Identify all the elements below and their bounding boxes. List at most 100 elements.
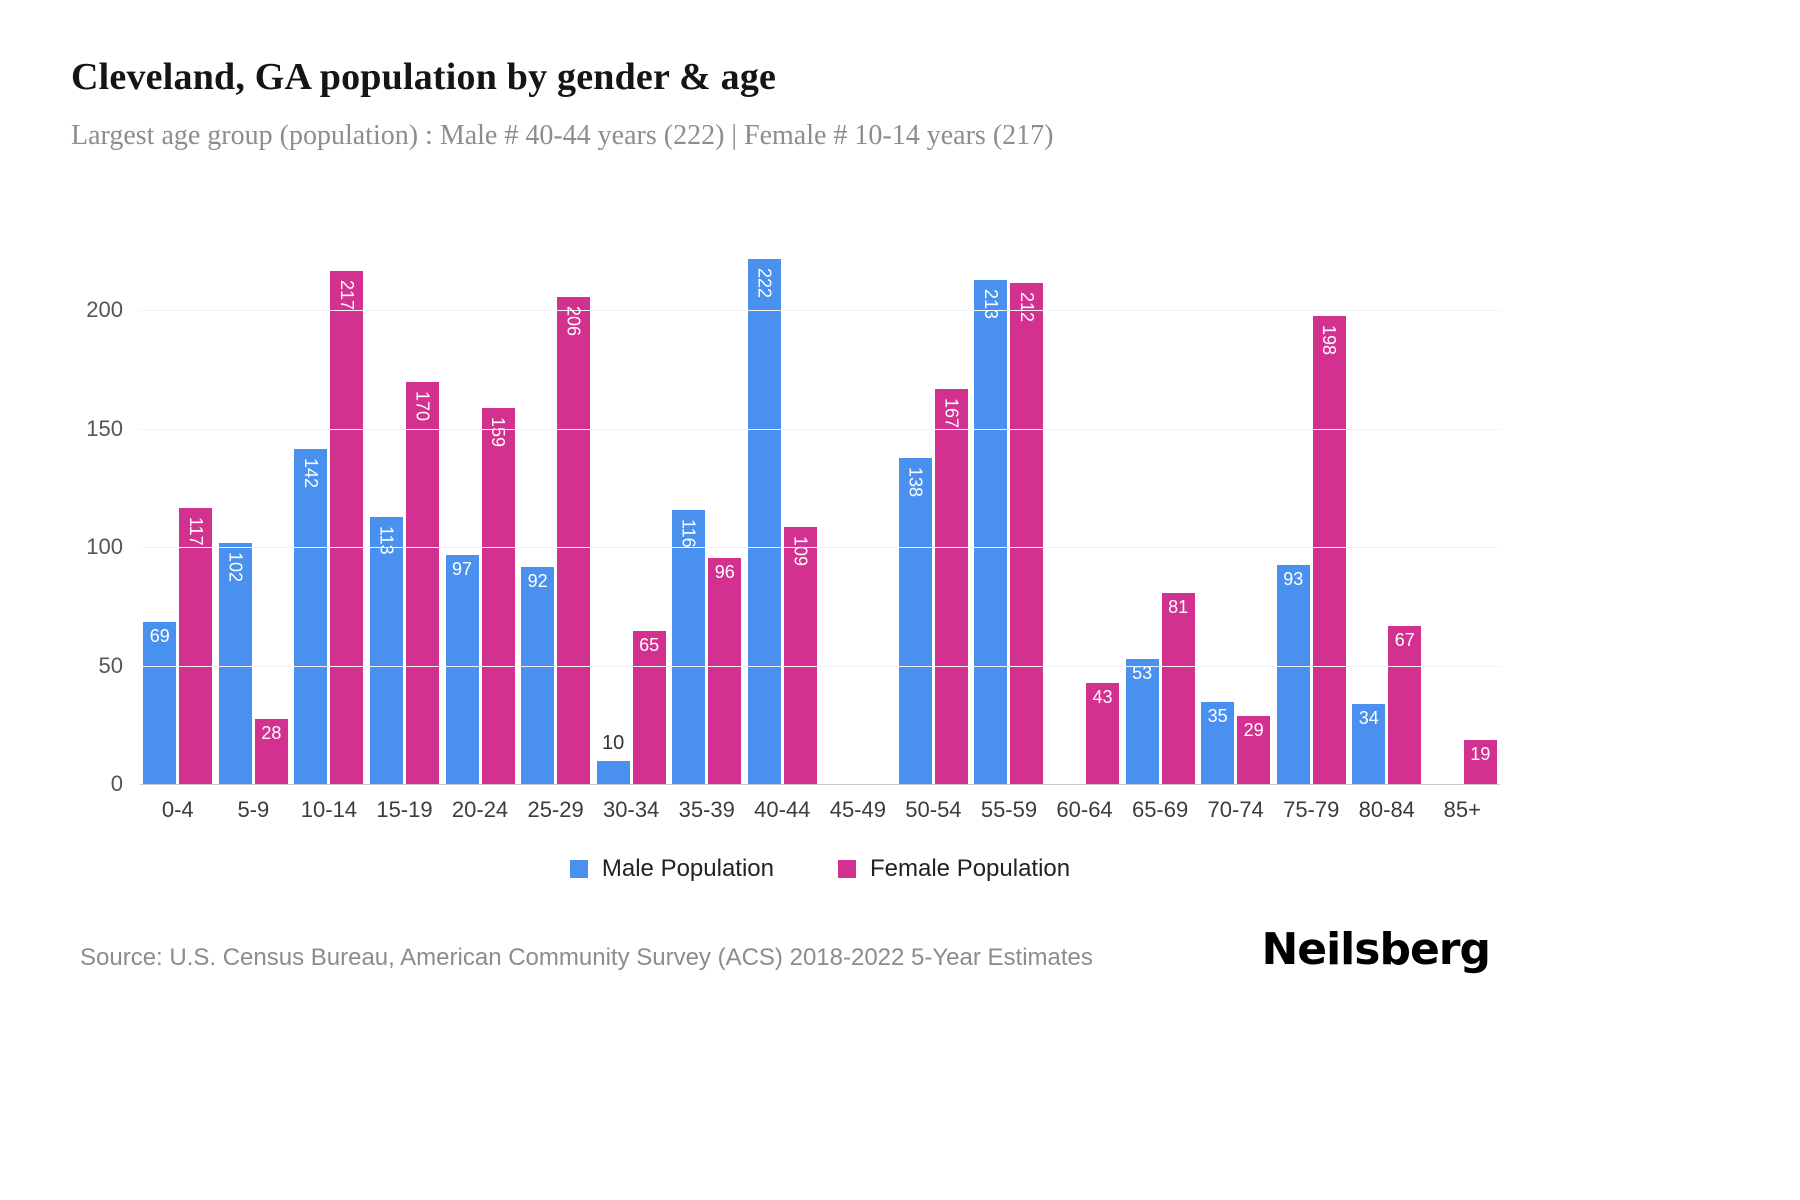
bar-male-10-14[interactable]: 142 (294, 448, 328, 785)
bar-male-35-39[interactable]: 116 (672, 510, 706, 785)
bar-value-label: 167 (941, 398, 962, 429)
bar-female-85+[interactable]: 19 (1463, 739, 1497, 785)
bar-male-20-24[interactable]: 97 (445, 555, 479, 785)
bar-group-50-54: 138 167 (896, 240, 972, 785)
bar-female-0-4[interactable]: 117 (179, 507, 213, 785)
bar-group-15-19: 113 170 (367, 240, 443, 785)
x-axis-label: 20-24 (451, 797, 509, 822)
bar-female-30-34[interactable]: 65 (632, 630, 666, 785)
bar-value-label: 92 (527, 571, 548, 591)
bar-group-20-24: 97 159 (442, 240, 518, 785)
bar-value-label: 43 (1092, 687, 1113, 708)
bar-female-5-9[interactable]: 28 (254, 718, 288, 785)
x-axis-label: 75-79 (1283, 797, 1340, 822)
bar-value-label: 97 (452, 559, 473, 580)
bar-group-65-69: 53 81 (1122, 240, 1198, 785)
bar-value-label: 69 (149, 625, 170, 646)
x-axis-label: 40-44 (754, 797, 811, 822)
bar-male-0-4[interactable]: 69 (143, 621, 177, 785)
bar-female-25-29[interactable]: 206 (557, 296, 591, 785)
bar-female-15-19[interactable]: 170 (405, 382, 439, 785)
bar-value-label: 67 (1394, 630, 1415, 651)
bar-male-65-69[interactable]: 53 (1125, 659, 1159, 785)
bar-male-15-19[interactable]: 113 (369, 517, 403, 785)
legend-item-male[interactable]: Male Population (569, 855, 774, 883)
bar-female-60-64[interactable]: 43 (1086, 683, 1120, 785)
x-axis-label: 30-34 (603, 797, 660, 822)
gridline (140, 428, 1500, 430)
bar-group-25-29: 92 206 (518, 240, 594, 785)
bar-group-80-84: 34 67 (1349, 240, 1425, 785)
x-axis-label: 25-29 (527, 797, 584, 822)
y-axis-tick-label: 150 (86, 415, 123, 441)
bar-value-label: 19 (1470, 743, 1491, 764)
plot-area: 69 117 102 28 142 217 113 170 97 159 92 206 10 65 116 9… (86, 240, 1500, 822)
gridline (140, 665, 1500, 667)
bar-group-60-64: 43 (1047, 240, 1123, 785)
bar-value-label: 217 (336, 279, 357, 310)
bar-female-35-39[interactable]: 96 (708, 557, 742, 785)
source-attribution: Source: U.S. Census Bureau, American Com… (80, 944, 1093, 971)
x-axis-label: 60-64 (1056, 797, 1113, 822)
male-legend-swatch-icon (569, 860, 588, 878)
bar-female-80-84[interactable]: 67 (1388, 626, 1422, 785)
bar-group-40-44: 222 109 (745, 240, 821, 785)
bar-female-70-74[interactable]: 29 (1237, 716, 1271, 785)
x-axis-label: 85+ (1443, 797, 1481, 822)
bar-value-label: 102 (225, 552, 246, 583)
legend-item-female[interactable]: Female Population (838, 855, 1070, 883)
bar-male-30-34[interactable]: 10 (596, 733, 630, 785)
bar-male-80-84[interactable]: 34 (1352, 704, 1386, 785)
bar-value-label: 109 (790, 535, 811, 566)
legend-label-male: Male Population (601, 855, 774, 882)
bar-value-label: 212 (1016, 291, 1037, 322)
female-legend-swatch-icon (838, 860, 856, 878)
gridline (140, 547, 1500, 549)
y-axis-tick-label: 0 (110, 771, 123, 796)
x-axis-label: 65-69 (1131, 797, 1189, 822)
bar-female-50-54[interactable]: 167 (934, 389, 968, 785)
bar-value-label: 35 (1207, 706, 1228, 727)
bar-male-25-29[interactable]: 92 (521, 567, 555, 785)
bar-value-label: 117 (185, 516, 206, 546)
bar-value-label: 198 (1319, 324, 1340, 355)
bar-value-label: 142 (300, 457, 321, 488)
chart-legend: Male Population Female Population (140, 855, 1500, 883)
bar-male-55-59[interactable]: 213 (974, 280, 1008, 785)
bar-female-20-24[interactable]: 159 (481, 408, 515, 785)
y-axis-tick-label: 100 (86, 534, 123, 560)
bar-female-10-14[interactable]: 217 (330, 270, 364, 785)
gridline (140, 310, 1500, 312)
bar-value-label: 96 (714, 561, 735, 582)
brand-logo: Neilsberg (1261, 924, 1491, 975)
page-title: Cleveland, GA population by gender & age (71, 56, 777, 98)
bar-group-30-34: 10 65 (593, 240, 669, 785)
bar-female-65-69[interactable]: 81 (1161, 593, 1195, 785)
bar-male-50-54[interactable]: 138 (898, 458, 932, 785)
bar-group-35-39: 116 96 (669, 240, 745, 785)
bar-male-70-74[interactable]: 35 (1201, 702, 1235, 785)
bar-male-5-9[interactable]: 102 (218, 543, 252, 785)
y-axis-tick-label: 50 (98, 652, 123, 678)
bar-value-label: 170 (412, 391, 433, 422)
bar-female-55-59[interactable]: 212 (1010, 282, 1044, 785)
x-axis-label: 80-84 (1358, 797, 1415, 822)
bar-female-75-79[interactable]: 198 (1312, 315, 1346, 785)
bar-male-75-79[interactable]: 93 (1276, 564, 1310, 785)
x-axis-label: 10-14 (300, 797, 358, 822)
bar-value-label: 116 (678, 519, 699, 548)
bar-value-label: 65 (639, 634, 660, 655)
bar-male-40-44[interactable]: 222 (747, 258, 781, 785)
x-axis-label: 5-9 (237, 797, 270, 822)
bar-value-label: 34 (1358, 708, 1379, 729)
bar-groups: 69 117 102 28 142 217 113 170 97 159 92 206 10 65 116 9… (140, 240, 1500, 785)
x-axis-labels: 0-4 5-9 10-14 15-19 20-24 25-29 30-34 35-39 40-4… (140, 785, 1500, 823)
x-axis-line (140, 784, 1500, 785)
bar-group-55-59: 213 212 (971, 240, 1047, 785)
bar-value-label: 28 (261, 722, 282, 743)
bar-value-label: 10 (602, 732, 625, 755)
bar-value-label: 213 (980, 289, 1001, 320)
legend-label-female: Female Population (870, 855, 1071, 882)
x-axis-label: 50-54 (905, 797, 962, 822)
bar-female-40-44[interactable]: 109 (783, 526, 817, 785)
